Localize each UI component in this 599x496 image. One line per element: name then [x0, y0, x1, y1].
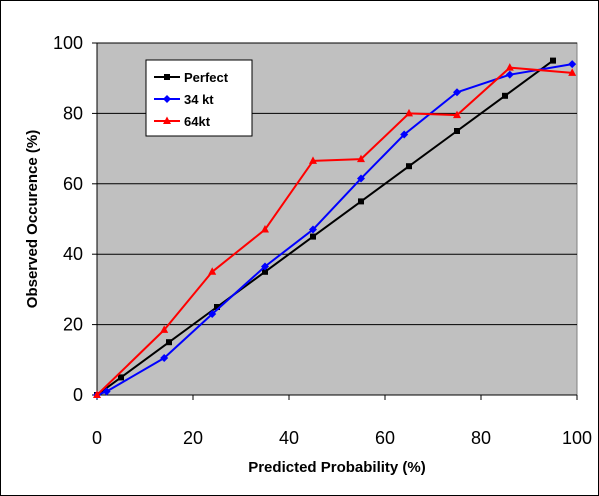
series-0-point-7: [406, 163, 412, 169]
y-tick-label-80: 80: [63, 103, 83, 123]
x-tick-label-40: 40: [279, 428, 299, 448]
legend-label-2: 64kt: [184, 114, 211, 129]
legend-marker-0: [164, 74, 170, 80]
x-tick-label-80: 80: [471, 428, 491, 448]
x-tick-label-100: 100: [562, 428, 592, 448]
x-axis-title: Predicted Probability (%): [248, 459, 426, 476]
y-tick-label-60: 60: [63, 174, 83, 194]
legend-label-1: 34 kt: [184, 92, 214, 107]
y-axis-title: Observed Occurence (%): [24, 130, 41, 308]
series-0-point-1: [118, 374, 124, 380]
series-0-point-8: [454, 128, 460, 134]
x-tick-label-20: 20: [183, 428, 203, 448]
series-0-point-9: [502, 93, 508, 99]
x-tick-label-60: 60: [375, 428, 395, 448]
series-0-point-6: [358, 198, 364, 204]
y-tick-label-0: 0: [73, 385, 83, 405]
series-0-point-10: [550, 58, 556, 64]
y-tick-label-100: 100: [53, 33, 83, 53]
legend-label-0: Perfect: [184, 70, 229, 85]
x-tick-label-0: 0: [92, 428, 102, 448]
legend: Perfect 34 kt 64kt: [146, 60, 252, 136]
series-0-point-5: [310, 234, 316, 240]
y-tick-label-20: 20: [63, 315, 83, 335]
y-tick-label-40: 40: [63, 244, 83, 264]
series-0-point-2: [166, 339, 172, 345]
